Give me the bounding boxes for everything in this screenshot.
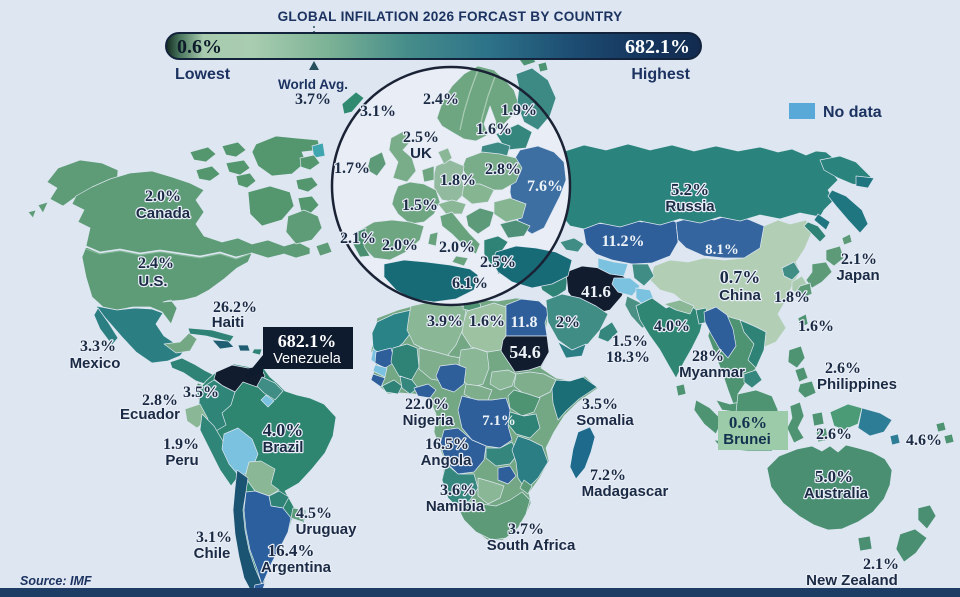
svg-text:1.9%: 1.9%: [501, 102, 537, 119]
svg-text:1.6%: 1.6%: [469, 313, 505, 330]
svg-text:2.1%: 2.1%: [863, 556, 899, 573]
svg-text:11.8: 11.8: [510, 314, 537, 331]
svg-text:2.1%: 2.1%: [841, 251, 877, 268]
svg-text:World Avg.: World Avg.: [278, 77, 348, 92]
svg-text:2.8%: 2.8%: [485, 161, 521, 178]
svg-text:3.7%: 3.7%: [508, 521, 544, 538]
svg-text:6.1%: 6.1%: [452, 275, 488, 292]
svg-text:1.6%: 1.6%: [476, 121, 512, 138]
svg-text:41.6: 41.6: [581, 282, 611, 301]
svg-text:No data: No data: [823, 104, 882, 121]
svg-text:Madagascar: Madagascar: [582, 483, 669, 500]
svg-text:1.8%: 1.8%: [774, 289, 810, 306]
svg-text:Canada: Canada: [136, 205, 191, 222]
svg-text:1.9%: 1.9%: [163, 436, 199, 453]
svg-text:26.2%: 26.2%: [213, 299, 257, 316]
svg-text:Myanmar: Myanmar: [679, 364, 745, 381]
svg-text:Highest: Highest: [631, 66, 690, 83]
svg-text:4.0%: 4.0%: [654, 318, 690, 335]
svg-text:2.4%: 2.4%: [423, 91, 459, 108]
svg-text:16.4%: 16.4%: [268, 541, 315, 560]
svg-text:0.6%: 0.6%: [177, 36, 222, 58]
svg-text:2.0%: 2.0%: [439, 239, 475, 256]
svg-text:2.8%: 2.8%: [142, 392, 178, 409]
svg-text:8.1%: 8.1%: [705, 242, 739, 258]
svg-text:22.0%: 22.0%: [405, 396, 449, 413]
svg-text:Peru: Peru: [165, 452, 198, 469]
svg-text:China: China: [719, 287, 761, 304]
svg-text:5.2%: 5.2%: [671, 180, 709, 199]
svg-text:7.1%: 7.1%: [482, 413, 516, 429]
svg-text:2.1%: 2.1%: [340, 230, 376, 247]
svg-text:2.0%: 2.0%: [382, 237, 418, 254]
svg-text:18.3%: 18.3%: [606, 349, 650, 366]
svg-text:1.7%: 1.7%: [334, 160, 370, 177]
svg-text:Source: IMF: Source: IMF: [20, 574, 92, 588]
svg-text:Mexico: Mexico: [70, 355, 121, 372]
svg-text:Haiti: Haiti: [212, 314, 245, 331]
svg-text:1.8%: 1.8%: [440, 172, 476, 189]
svg-text:GLOBAL INFILATION 2026 FORCAST: GLOBAL INFILATION 2026 FORCAST BY COUNTR…: [278, 9, 623, 24]
svg-text:U.S.: U.S.: [138, 273, 167, 290]
svg-text:New Zealand: New Zealand: [806, 572, 898, 589]
svg-text:4.0%: 4.0%: [263, 420, 304, 440]
svg-text:0.7%: 0.7%: [720, 267, 761, 287]
svg-text:682.1%: 682.1%: [278, 331, 337, 351]
svg-text:South Africa: South Africa: [487, 537, 576, 554]
svg-text:3.1%: 3.1%: [360, 103, 396, 120]
svg-text:3.6%: 3.6%: [440, 482, 476, 499]
svg-text:Ecuador: Ecuador: [120, 406, 180, 423]
svg-text:7.2%: 7.2%: [590, 467, 626, 484]
svg-text:Venezuela: Venezuela: [273, 351, 342, 367]
svg-text:28%: 28%: [692, 348, 724, 365]
svg-text:3.1%: 3.1%: [196, 529, 232, 546]
svg-text:Angola: Angola: [421, 452, 472, 469]
svg-text:1.5%: 1.5%: [402, 197, 438, 214]
svg-text:2%: 2%: [556, 314, 580, 331]
svg-text:Chile: Chile: [194, 545, 231, 562]
svg-text:2.6%: 2.6%: [816, 426, 852, 443]
svg-text:Philippines: Philippines: [817, 376, 897, 393]
svg-text:3.7%: 3.7%: [295, 91, 331, 108]
svg-text:Australia: Australia: [804, 485, 869, 502]
svg-text:4.6%: 4.6%: [906, 432, 942, 449]
svg-text:Uruguay: Uruguay: [296, 521, 358, 538]
svg-text:3.5%: 3.5%: [582, 396, 618, 413]
svg-text:Brazil: Brazil: [263, 439, 304, 456]
svg-text:3.3%: 3.3%: [80, 338, 116, 355]
svg-text:Lowest: Lowest: [175, 66, 231, 83]
svg-text:2.4%: 2.4%: [138, 255, 174, 272]
svg-text:2.6%: 2.6%: [825, 360, 861, 377]
svg-text:0.6%: 0.6%: [729, 413, 767, 432]
svg-text:2.5%: 2.5%: [480, 254, 516, 271]
svg-text:3.5%: 3.5%: [183, 384, 219, 401]
svg-text:Namibia: Namibia: [426, 498, 485, 515]
svg-text:1.5%: 1.5%: [612, 333, 648, 350]
svg-text:54.6: 54.6: [509, 342, 541, 362]
svg-text:11.2%: 11.2%: [601, 233, 644, 250]
svg-text:7.6%: 7.6%: [527, 178, 563, 195]
svg-text:5.0%: 5.0%: [815, 467, 853, 486]
svg-text:Russia: Russia: [665, 198, 715, 215]
svg-text:Japan: Japan: [836, 267, 879, 284]
svg-text:Brunei: Brunei: [723, 431, 771, 448]
svg-text:Somalia: Somalia: [576, 412, 634, 429]
svg-text:16.5%: 16.5%: [425, 436, 469, 453]
svg-text:4.5%: 4.5%: [296, 505, 332, 522]
svg-text:3.9%: 3.9%: [427, 313, 463, 330]
svg-text:1.6%: 1.6%: [798, 318, 834, 335]
svg-text:2.5%: 2.5%: [403, 129, 439, 146]
svg-text:Nigeria: Nigeria: [403, 412, 455, 429]
svg-text:682.1%: 682.1%: [625, 36, 690, 58]
svg-text:UK: UK: [410, 145, 432, 162]
svg-text:Argentina: Argentina: [261, 559, 332, 576]
svg-text:2.0%: 2.0%: [145, 188, 181, 205]
